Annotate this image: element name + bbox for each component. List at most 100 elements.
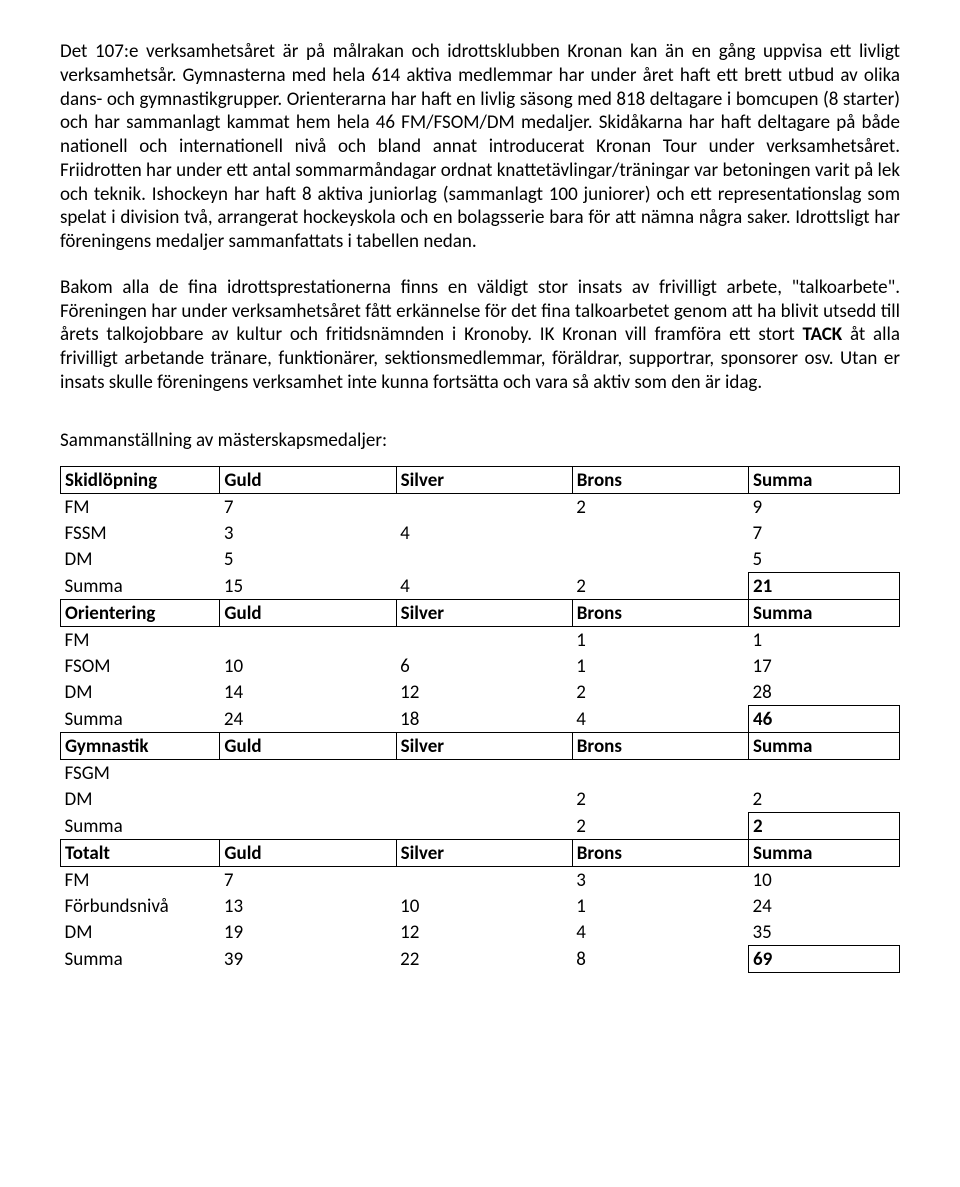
cell: 10 [396, 893, 572, 919]
row-label: FSSM [61, 520, 220, 546]
cell [396, 627, 572, 654]
col-silver: Silver [396, 600, 572, 627]
table-row: FSGM [61, 760, 900, 787]
cell: 8 [572, 946, 748, 973]
cell: 2 [572, 573, 748, 600]
cell: 13 [220, 893, 396, 919]
cell: 2 [572, 679, 748, 706]
cell-total: 2 [748, 813, 899, 840]
cell: 3 [220, 520, 396, 546]
thanks-emphasis: TACK [803, 323, 843, 346]
cell [396, 760, 572, 787]
col-brons: Brons [572, 840, 748, 867]
row-label: Summa [61, 946, 220, 973]
cell: 7 [220, 867, 396, 894]
paragraph-intro: Det 107:e verksamhetsåret är på målrakan… [60, 40, 900, 254]
row-label: FSOM [61, 653, 220, 679]
section-title: Orientering [61, 600, 220, 627]
cell: 22 [396, 946, 572, 973]
cell: 7 [748, 520, 899, 546]
cell-total: 46 [748, 706, 899, 733]
col-guld: Guld [220, 467, 396, 494]
cell: 2 [572, 786, 748, 813]
row-label: Summa [61, 813, 220, 840]
cell: 2 [572, 813, 748, 840]
table-row: Förbundsnivå 13 10 1 24 [61, 893, 900, 919]
col-summa: Summa [748, 733, 899, 760]
cell: 28 [748, 679, 899, 706]
col-brons: Brons [572, 733, 748, 760]
cell: 1 [572, 893, 748, 919]
table-row: FSOM 10 6 1 17 [61, 653, 900, 679]
cell [396, 867, 572, 894]
table-row: FM 1 1 [61, 627, 900, 654]
cell [396, 813, 572, 840]
table-row: DM 14 12 2 28 [61, 679, 900, 706]
row-label: FM [61, 867, 220, 894]
cell: 10 [220, 653, 396, 679]
row-label: DM [61, 786, 220, 813]
cell [396, 494, 572, 521]
table-row: FM 7 2 9 [61, 494, 900, 521]
cell: 2 [572, 494, 748, 521]
cell [572, 520, 748, 546]
table-row-summa: Summa 2 2 [61, 813, 900, 840]
cell: 18 [396, 706, 572, 733]
cell: 6 [396, 653, 572, 679]
table-header-row: Gymnastik Guld Silver Brons Summa [61, 733, 900, 760]
row-label: Summa [61, 573, 220, 600]
cell: 4 [396, 520, 572, 546]
table-row-summa: Summa 24 18 4 46 [61, 706, 900, 733]
table-row: DM 5 5 [61, 546, 900, 573]
cell-total: 69 [748, 946, 899, 973]
cell [220, 627, 396, 654]
row-label: DM [61, 679, 220, 706]
cell: 39 [220, 946, 396, 973]
cell: 15 [220, 573, 396, 600]
thanks-part-a: Bakom alla de fina idrottsprestationerna… [60, 276, 900, 347]
cell: 12 [396, 919, 572, 946]
table-title: Sammanställning av mästerskapsmedaljer: [60, 429, 900, 453]
col-silver: Silver [396, 840, 572, 867]
row-label: FM [61, 627, 220, 654]
paragraph-thanks: Bakom alla de fina idrottsprestationerna… [60, 276, 900, 395]
table-row: DM 19 12 4 35 [61, 919, 900, 946]
table-row: FSSM 3 4 7 [61, 520, 900, 546]
col-summa: Summa [748, 467, 899, 494]
cell: 10 [748, 867, 899, 894]
section-title: Skidlöpning [61, 467, 220, 494]
row-label: FM [61, 494, 220, 521]
cell: 14 [220, 679, 396, 706]
cell: 4 [572, 919, 748, 946]
col-guld: Guld [220, 733, 396, 760]
cell: 4 [396, 573, 572, 600]
table-row-summa: Summa 15 4 2 21 [61, 573, 900, 600]
cell: 35 [748, 919, 899, 946]
cell: 9 [748, 494, 899, 521]
table-row: DM 2 2 [61, 786, 900, 813]
section-title: Totalt [61, 840, 220, 867]
cell: 12 [396, 679, 572, 706]
row-label: FSGM [61, 760, 220, 787]
cell: 5 [220, 546, 396, 573]
cell: 17 [748, 653, 899, 679]
medal-table: Skidlöpning Guld Silver Brons Summa FM 7… [60, 466, 900, 973]
row-label: Förbundsnivå [61, 893, 220, 919]
col-summa: Summa [748, 840, 899, 867]
cell: 1 [748, 627, 899, 654]
cell: 1 [572, 653, 748, 679]
cell [220, 813, 396, 840]
cell: 24 [748, 893, 899, 919]
cell: 2 [748, 786, 899, 813]
cell [748, 760, 899, 787]
cell [572, 546, 748, 573]
col-guld: Guld [220, 600, 396, 627]
cell [220, 786, 396, 813]
cell [396, 546, 572, 573]
table-row-summa: Summa 39 22 8 69 [61, 946, 900, 973]
cell: 5 [748, 546, 899, 573]
section-title: Gymnastik [61, 733, 220, 760]
col-brons: Brons [572, 600, 748, 627]
col-brons: Brons [572, 467, 748, 494]
cell: 24 [220, 706, 396, 733]
